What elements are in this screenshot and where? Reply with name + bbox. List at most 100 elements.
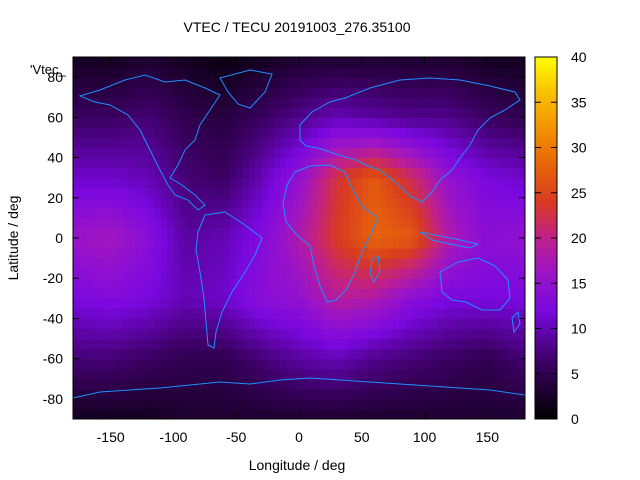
heatmap-cell bbox=[242, 137, 250, 149]
heatmap-cell bbox=[299, 217, 306, 229]
coastline-australia bbox=[439, 257, 511, 311]
heatmap-cell bbox=[424, 328, 432, 340]
heatmap-cell bbox=[474, 207, 482, 219]
heatmap-cell bbox=[430, 157, 438, 169]
heatmap-cell bbox=[104, 217, 112, 229]
heatmap-cell bbox=[255, 378, 262, 390]
heatmap-cell bbox=[116, 137, 124, 149]
heatmap-cell bbox=[462, 87, 470, 98]
heatmap-cell bbox=[292, 107, 300, 118]
heatmap-cell bbox=[455, 147, 463, 159]
heatmap-cell bbox=[393, 298, 401, 309]
heatmap-cell bbox=[374, 268, 382, 279]
heatmap-cell bbox=[292, 187, 300, 199]
heatmap-cell bbox=[399, 227, 407, 239]
heatmap-cell bbox=[449, 288, 457, 299]
heatmap-cell bbox=[192, 157, 200, 169]
heatmap-cell bbox=[167, 87, 175, 98]
heatmap-cell bbox=[299, 288, 306, 299]
heatmap-cell bbox=[462, 278, 470, 289]
heatmap-cell bbox=[512, 378, 520, 390]
heatmap-cell bbox=[493, 348, 501, 360]
heatmap-cell bbox=[393, 408, 401, 419]
heatmap-cell bbox=[317, 147, 325, 159]
heatmap-cell bbox=[135, 338, 143, 350]
heatmap-cell bbox=[418, 57, 426, 68]
heatmap-cell bbox=[393, 328, 401, 340]
heatmap-cell bbox=[336, 157, 344, 169]
heatmap-cell bbox=[85, 238, 93, 249]
heatmap-cell bbox=[311, 87, 319, 98]
heatmap-cell bbox=[418, 368, 426, 380]
heatmap-cell bbox=[443, 358, 451, 370]
heatmap-cell bbox=[73, 398, 80, 410]
heatmap-cell bbox=[424, 378, 432, 390]
heatmap-cell bbox=[487, 207, 495, 219]
heatmap-cell bbox=[493, 268, 501, 279]
heatmap-cell bbox=[267, 227, 275, 239]
heatmap-cell bbox=[424, 197, 432, 209]
heatmap-cell bbox=[317, 398, 325, 410]
heatmap-cell bbox=[273, 248, 281, 259]
heatmap-cell bbox=[98, 227, 105, 239]
heatmap-cell bbox=[418, 338, 426, 350]
heatmap-cell bbox=[211, 258, 218, 269]
heatmap-cell bbox=[405, 398, 413, 410]
heatmap-cell bbox=[79, 318, 87, 330]
heatmap-cell bbox=[116, 57, 124, 68]
heatmap-cell bbox=[142, 398, 149, 410]
heatmap-cell bbox=[129, 338, 137, 350]
heatmap-cell bbox=[468, 238, 476, 249]
heatmap-cell bbox=[129, 268, 137, 279]
heatmap-cell bbox=[374, 398, 382, 410]
heatmap-cell bbox=[317, 248, 325, 259]
heatmap-cell bbox=[129, 57, 137, 68]
heatmap-cell bbox=[273, 408, 281, 419]
heatmap-cell bbox=[292, 167, 300, 179]
heatmap-cell bbox=[374, 217, 382, 229]
heatmap-cell bbox=[468, 328, 476, 340]
heatmap-cell bbox=[437, 238, 444, 249]
heatmap-cell bbox=[349, 97, 357, 108]
heatmap-cell bbox=[292, 77, 300, 88]
heatmap-cell bbox=[468, 358, 476, 370]
heatmap-cell bbox=[148, 338, 156, 350]
heatmap-cell bbox=[342, 157, 350, 169]
heatmap-cell bbox=[424, 187, 432, 199]
heatmap-cell bbox=[248, 308, 256, 320]
heatmap-cell bbox=[73, 348, 80, 360]
heatmap-cell bbox=[236, 288, 244, 299]
heatmap-cell bbox=[85, 117, 93, 128]
heatmap-cell bbox=[198, 268, 206, 279]
heatmap-cell bbox=[236, 268, 244, 279]
heatmap-cell bbox=[292, 238, 300, 249]
heatmap-cell bbox=[248, 97, 256, 108]
heatmap-cell bbox=[204, 127, 212, 139]
heatmap-cell bbox=[361, 268, 369, 279]
heatmap-cell bbox=[229, 227, 237, 239]
heatmap-cell bbox=[443, 308, 451, 320]
heatmap-cell bbox=[342, 338, 350, 350]
heatmap-cell bbox=[324, 67, 331, 78]
heatmap-cell bbox=[104, 137, 112, 149]
heatmap-cell bbox=[73, 87, 80, 98]
heatmap-cell bbox=[430, 278, 438, 289]
heatmap-cell bbox=[305, 157, 313, 169]
heatmap-cell bbox=[79, 227, 87, 239]
heatmap-cell bbox=[173, 197, 181, 209]
heatmap-cell bbox=[154, 408, 162, 419]
heatmap-cell bbox=[154, 368, 162, 380]
heatmap-cell bbox=[355, 368, 363, 380]
heatmap-cell bbox=[273, 117, 281, 128]
heatmap-cell bbox=[355, 338, 363, 350]
heatmap-cell bbox=[142, 278, 149, 289]
heatmap-cell bbox=[355, 127, 363, 139]
heatmap-cell bbox=[273, 258, 281, 269]
heatmap-cell bbox=[154, 398, 162, 410]
heatmap-cell bbox=[248, 117, 256, 128]
heatmap-cell bbox=[374, 87, 382, 98]
heatmap-cell bbox=[229, 187, 237, 199]
heatmap-cell bbox=[405, 278, 413, 289]
heatmap-cell bbox=[267, 117, 275, 128]
heatmap-cell bbox=[424, 398, 432, 410]
